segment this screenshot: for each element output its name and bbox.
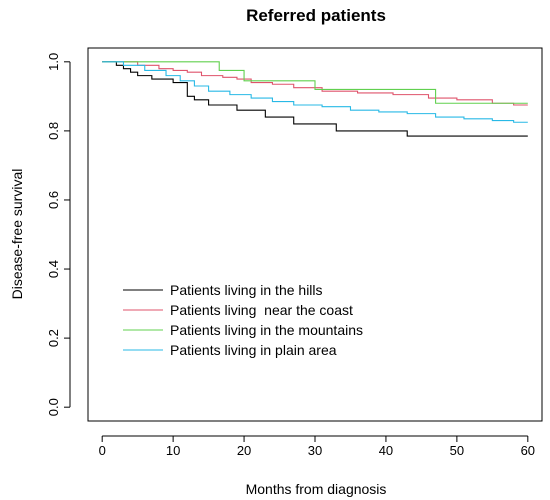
x-tick-label: 60 <box>521 443 535 458</box>
x-tick-label: 10 <box>166 443 180 458</box>
y-axis-label: Disease-free survival <box>9 169 25 300</box>
y-tick-label: 0.8 <box>46 122 61 140</box>
y-tick-label: 1.0 <box>46 53 61 71</box>
y-axis: 0.0 0.2 0.4 0.6 0.8 1.0 <box>46 53 71 416</box>
series-line-3 <box>102 61 528 123</box>
x-tick-label: 50 <box>450 443 464 458</box>
x-tick-label: 0 <box>99 443 106 458</box>
y-tick-label: 0.2 <box>46 329 61 347</box>
chart-title: Referred patients <box>246 6 386 25</box>
series-line-2 <box>102 61 528 104</box>
series-line-0 <box>102 61 528 137</box>
legend: Patients living in the hills Patients liv… <box>123 282 363 358</box>
x-tick-label: 20 <box>237 443 251 458</box>
y-tick-label: 0.6 <box>46 191 61 209</box>
y-tick-label: 0.4 <box>46 260 61 278</box>
y-tick-label: 0.0 <box>46 398 61 416</box>
legend-label-3: Patients living in plain area <box>170 342 337 358</box>
x-tick-label: 30 <box>308 443 322 458</box>
legend-label-2: Patients living in the mountains <box>170 322 363 338</box>
series-layer <box>102 61 528 137</box>
x-axis-label: Months from diagnosis <box>246 481 387 497</box>
legend-label-1: Patients living near the coast <box>170 302 353 318</box>
plot-frame <box>87 47 543 422</box>
x-tick-label: 40 <box>379 443 393 458</box>
series-line-1 <box>102 61 528 106</box>
x-axis: 0 10 20 30 40 50 60 <box>99 435 535 458</box>
legend-label-0: Patients living in the hills <box>170 282 323 298</box>
